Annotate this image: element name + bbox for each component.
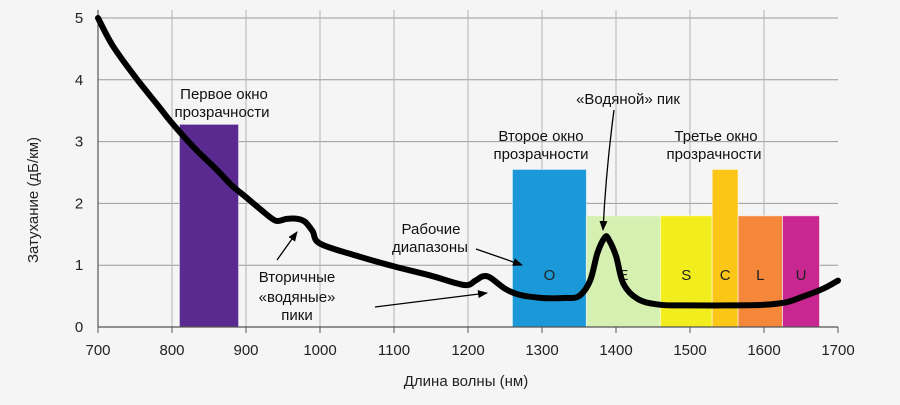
annotation-arrows [276, 109, 615, 308]
y-tick-label-5: 5 [75, 10, 83, 27]
label-secondary-peaks-line1: Вторичные [259, 269, 336, 286]
label-secondary-peaks-line3: пики [281, 307, 312, 324]
label-second-window-line2: прозрачности [493, 146, 588, 163]
arrow-working-bands [475, 248, 523, 266]
window-letter-U: U [796, 267, 807, 284]
y-tick-label-2: 2 [75, 195, 83, 212]
window-bar-S [659, 215, 713, 328]
axes: 0 1 2 3 4 5 700 800 900 1000 1100 1200 1300 1400 1500 1… [75, 10, 855, 359]
label-working-bands-line1: Рабочие [402, 221, 461, 238]
x-tick-label-1000: 1000 [303, 342, 336, 359]
x-tick-label-1200: 1200 [451, 342, 484, 359]
y-tick-label-0: 0 [75, 319, 83, 336]
window-bar-L [737, 215, 783, 328]
arrow-secondary-peak-2 [374, 290, 488, 308]
label-second-window-line1: Второе окно [498, 128, 583, 145]
window-letter-S: S [681, 267, 691, 284]
window-letter-L: L [756, 267, 764, 284]
attenuation-curve [95, 15, 841, 309]
label-first-window-line1: Первое окно [180, 86, 268, 103]
label-secondary-peaks-line2: «водяные» [259, 289, 336, 306]
label-third-window-line1: Третье окно [674, 128, 757, 145]
attenuation-curve-line [95, 15, 841, 309]
y-tick-label-4: 4 [75, 72, 83, 89]
x-tick-label-1300: 1300 [525, 342, 558, 359]
x-tick-label-800: 800 [159, 342, 184, 359]
x-tick-label-1700: 1700 [821, 342, 854, 359]
x-tick-label-1100: 1100 [378, 342, 410, 359]
annotations: Первое окно прозрачности Второе окно про… [174, 86, 761, 324]
x-tick-label-1600: 1600 [747, 342, 780, 359]
x-axis-title: Длина волны (нм) [404, 373, 528, 390]
x-tick-label-1400: 1400 [599, 342, 632, 359]
label-water-peak: «Водяной» пик [576, 91, 680, 108]
window-letter-C: C [720, 267, 731, 284]
window-bar-E [585, 215, 661, 328]
y-tick-label-3: 3 [75, 134, 83, 151]
y-tick-label-1: 1 [75, 257, 83, 274]
window-bar-first [178, 123, 240, 328]
x-tick-label-900: 900 [233, 342, 258, 359]
window-bar-O [511, 168, 587, 328]
x-tick-label-700: 700 [85, 342, 110, 359]
window-letter-O: O [544, 267, 556, 284]
y-axis-title: Затухание (дБ/км) [25, 137, 42, 263]
label-third-window-line2: прозрачности [666, 146, 761, 163]
label-working-bands-line2: диапазоны [392, 239, 468, 256]
x-tick-label-1500: 1500 [673, 342, 706, 359]
label-first-window-line2: прозрачности [174, 104, 269, 121]
arrow-water-peak [599, 109, 615, 231]
arrow-secondary-peak-1 [276, 231, 298, 261]
